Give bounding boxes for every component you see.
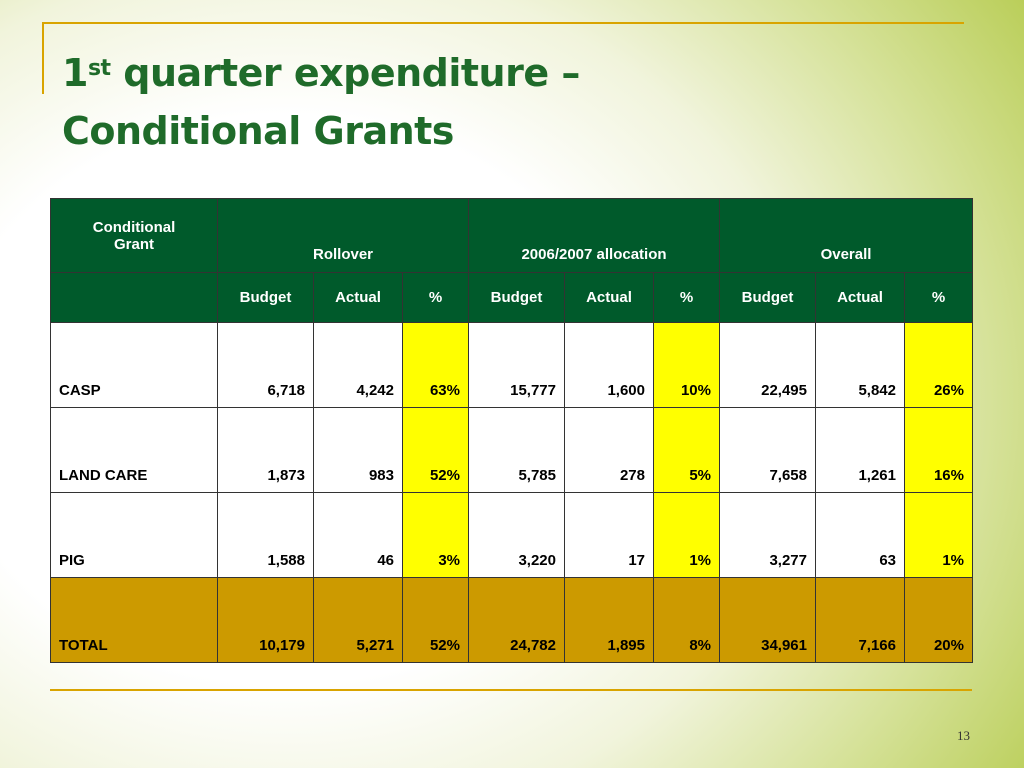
header-conditional-grant: Conditional Grant	[50, 198, 218, 273]
row-label: CASP	[50, 322, 218, 408]
percent-cell: 52%	[402, 407, 469, 493]
row-label: PIG	[50, 492, 218, 578]
title-line1: quarter expenditure –	[110, 51, 580, 95]
page-number: 13	[957, 728, 970, 743]
header-allocation: 2006/2007 allocation	[468, 198, 720, 273]
table-cell: 983	[313, 407, 403, 493]
table-cell: 5,785	[468, 407, 565, 493]
title-number: 1	[62, 51, 88, 95]
header-rollover-percent: %	[402, 272, 469, 323]
table-cell: 15,777	[468, 322, 565, 408]
header-overall: Overall	[719, 198, 973, 273]
table-row-total: TOTAL 10,179 5,271 52% 24,782 1,895 8% 3…	[50, 577, 973, 663]
table-cell: 17	[564, 492, 654, 578]
percent-cell: 8%	[653, 577, 720, 663]
table-cell: 63	[815, 492, 905, 578]
header-overall-percent: %	[904, 272, 973, 323]
bottom-rule	[50, 689, 972, 691]
table-cell: 10,179	[217, 577, 314, 663]
table-cell: 46	[313, 492, 403, 578]
slide-title: 1st quarter expenditure – Conditional Gra…	[62, 44, 580, 160]
header-row-sub: Budget Actual % Budget Actual % Budget A…	[50, 272, 973, 323]
table-cell: 24,782	[468, 577, 565, 663]
percent-cell: 1%	[653, 492, 720, 578]
header-allocation-percent: %	[653, 272, 720, 323]
percent-cell: 63%	[402, 322, 469, 408]
percent-cell: 26%	[904, 322, 973, 408]
table-row-land-care: LAND CARE 1,873 983 52% 5,785 278 5% 7,6…	[50, 407, 973, 493]
expenditure-table: Conditional Grant Rollover 2006/2007 all…	[50, 198, 973, 663]
table-cell: 3,277	[719, 492, 816, 578]
table-cell: 1,600	[564, 322, 654, 408]
table-row-casp: CASP 6,718 4,242 63% 15,777 1,600 10% 22…	[50, 322, 973, 408]
side-rule	[42, 22, 44, 94]
table-cell: 34,961	[719, 577, 816, 663]
table-cell: 5,842	[815, 322, 905, 408]
table-cell: 6,718	[217, 322, 314, 408]
header-overall-actual: Actual	[815, 272, 905, 323]
percent-cell: 3%	[402, 492, 469, 578]
percent-cell: 10%	[653, 322, 720, 408]
table-cell: 1,588	[217, 492, 314, 578]
title-superscript: st	[87, 56, 111, 81]
table-cell: 1,895	[564, 577, 654, 663]
header-allocation-budget: Budget	[468, 272, 565, 323]
top-rule	[42, 22, 964, 24]
table-cell: 7,658	[719, 407, 816, 493]
table-cell: 22,495	[719, 322, 816, 408]
table-cell: 278	[564, 407, 654, 493]
header-rollover-actual: Actual	[313, 272, 403, 323]
header-row-top: Conditional Grant Rollover 2006/2007 all…	[50, 198, 973, 273]
header-allocation-actual: Actual	[564, 272, 654, 323]
header-empty	[50, 272, 218, 323]
percent-cell: 20%	[904, 577, 973, 663]
table-cell: 1,873	[217, 407, 314, 493]
title-line2: Conditional Grants	[62, 109, 454, 153]
row-label: TOTAL	[50, 577, 218, 663]
table-cell: 4,242	[313, 322, 403, 408]
percent-cell: 5%	[653, 407, 720, 493]
percent-cell: 1%	[904, 492, 973, 578]
header-overall-budget: Budget	[719, 272, 816, 323]
table-cell: 5,271	[313, 577, 403, 663]
percent-cell: 52%	[402, 577, 469, 663]
percent-cell: 16%	[904, 407, 973, 493]
row-label: LAND CARE	[50, 407, 218, 493]
table-cell: 3,220	[468, 492, 565, 578]
table-row-pig: PIG 1,588 46 3% 3,220 17 1% 3,277 63 1%	[50, 492, 973, 578]
header-rollover: Rollover	[217, 198, 469, 273]
header-rollover-budget: Budget	[217, 272, 314, 323]
table-cell: 1,261	[815, 407, 905, 493]
table-cell: 7,166	[815, 577, 905, 663]
